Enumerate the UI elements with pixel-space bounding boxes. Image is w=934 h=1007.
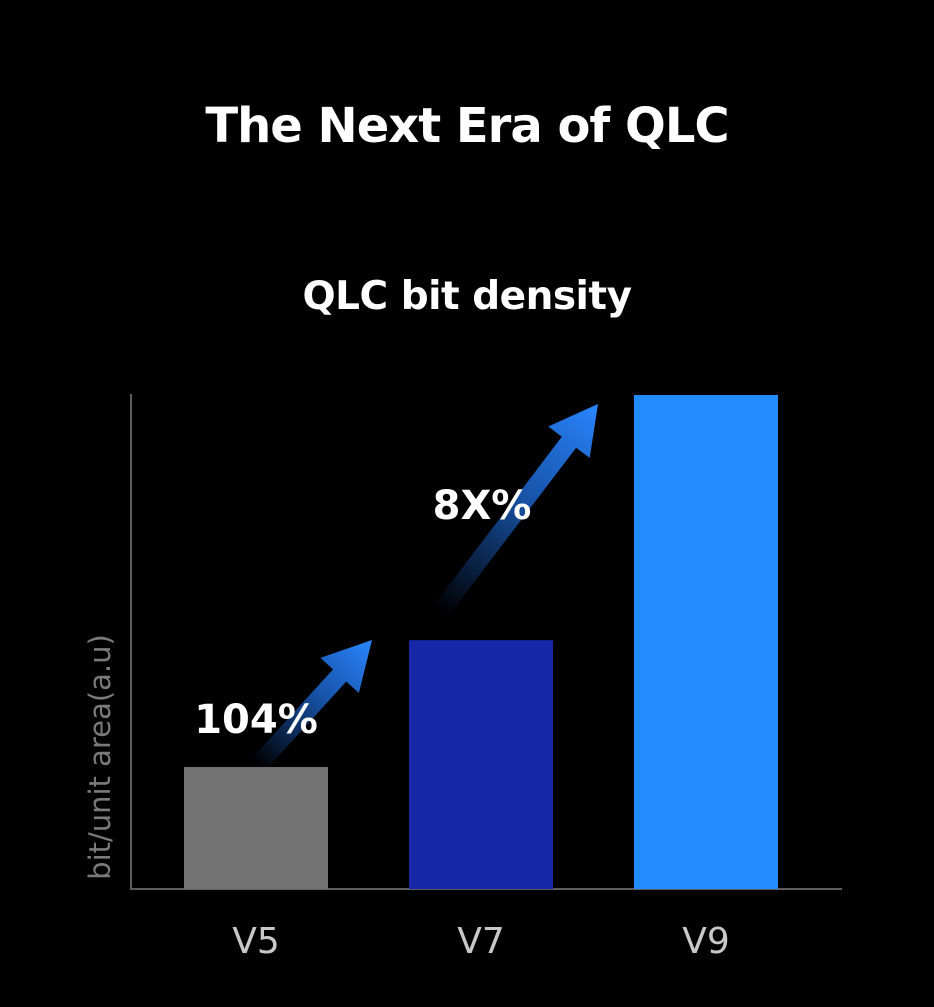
y-axis-label: bit/unit area(a.u) [83, 634, 117, 880]
chart-title: The Next Era of QLC [205, 98, 729, 154]
growth-arrow-v5-v7 [251, 640, 372, 772]
x-tick-label: V5 [232, 921, 280, 962]
bar-v7 [409, 640, 553, 889]
chart-subtitle: QLC bit density [302, 274, 633, 319]
bar-v9 [634, 395, 778, 889]
growth-arrow-v7-v9 [432, 404, 598, 618]
growth-annotation: 8X% [433, 483, 532, 529]
x-tick-label: V9 [682, 921, 730, 962]
growth-annotation: 104% [194, 697, 318, 743]
x-tick-label: V7 [457, 921, 505, 962]
bar-v5 [184, 767, 328, 889]
